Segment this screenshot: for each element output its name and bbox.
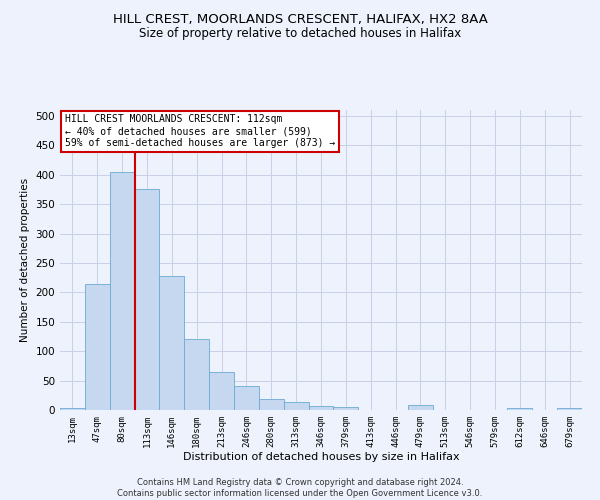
Bar xyxy=(85,284,110,410)
Bar xyxy=(134,190,160,410)
Y-axis label: Number of detached properties: Number of detached properties xyxy=(20,178,30,342)
Text: Contains HM Land Registry data © Crown copyright and database right 2024.
Contai: Contains HM Land Registry data © Crown c… xyxy=(118,478,482,498)
Bar xyxy=(259,400,284,410)
Bar xyxy=(408,406,433,410)
Bar xyxy=(234,386,259,410)
Text: Distribution of detached houses by size in Halifax: Distribution of detached houses by size … xyxy=(182,452,460,462)
Bar xyxy=(160,276,184,410)
Bar xyxy=(184,340,209,410)
Bar xyxy=(110,172,134,410)
Bar xyxy=(334,407,358,410)
Text: HILL CREST, MOORLANDS CRESCENT, HALIFAX, HX2 8AA: HILL CREST, MOORLANDS CRESCENT, HALIFAX,… xyxy=(113,12,487,26)
Bar xyxy=(508,408,532,410)
Bar xyxy=(557,408,582,410)
Text: Size of property relative to detached houses in Halifax: Size of property relative to detached ho… xyxy=(139,28,461,40)
Bar xyxy=(308,406,334,410)
Bar xyxy=(60,408,85,410)
Bar xyxy=(209,372,234,410)
Bar xyxy=(284,402,308,410)
Text: HILL CREST MOORLANDS CRESCENT: 112sqm
← 40% of detached houses are smaller (599): HILL CREST MOORLANDS CRESCENT: 112sqm ← … xyxy=(65,114,335,148)
